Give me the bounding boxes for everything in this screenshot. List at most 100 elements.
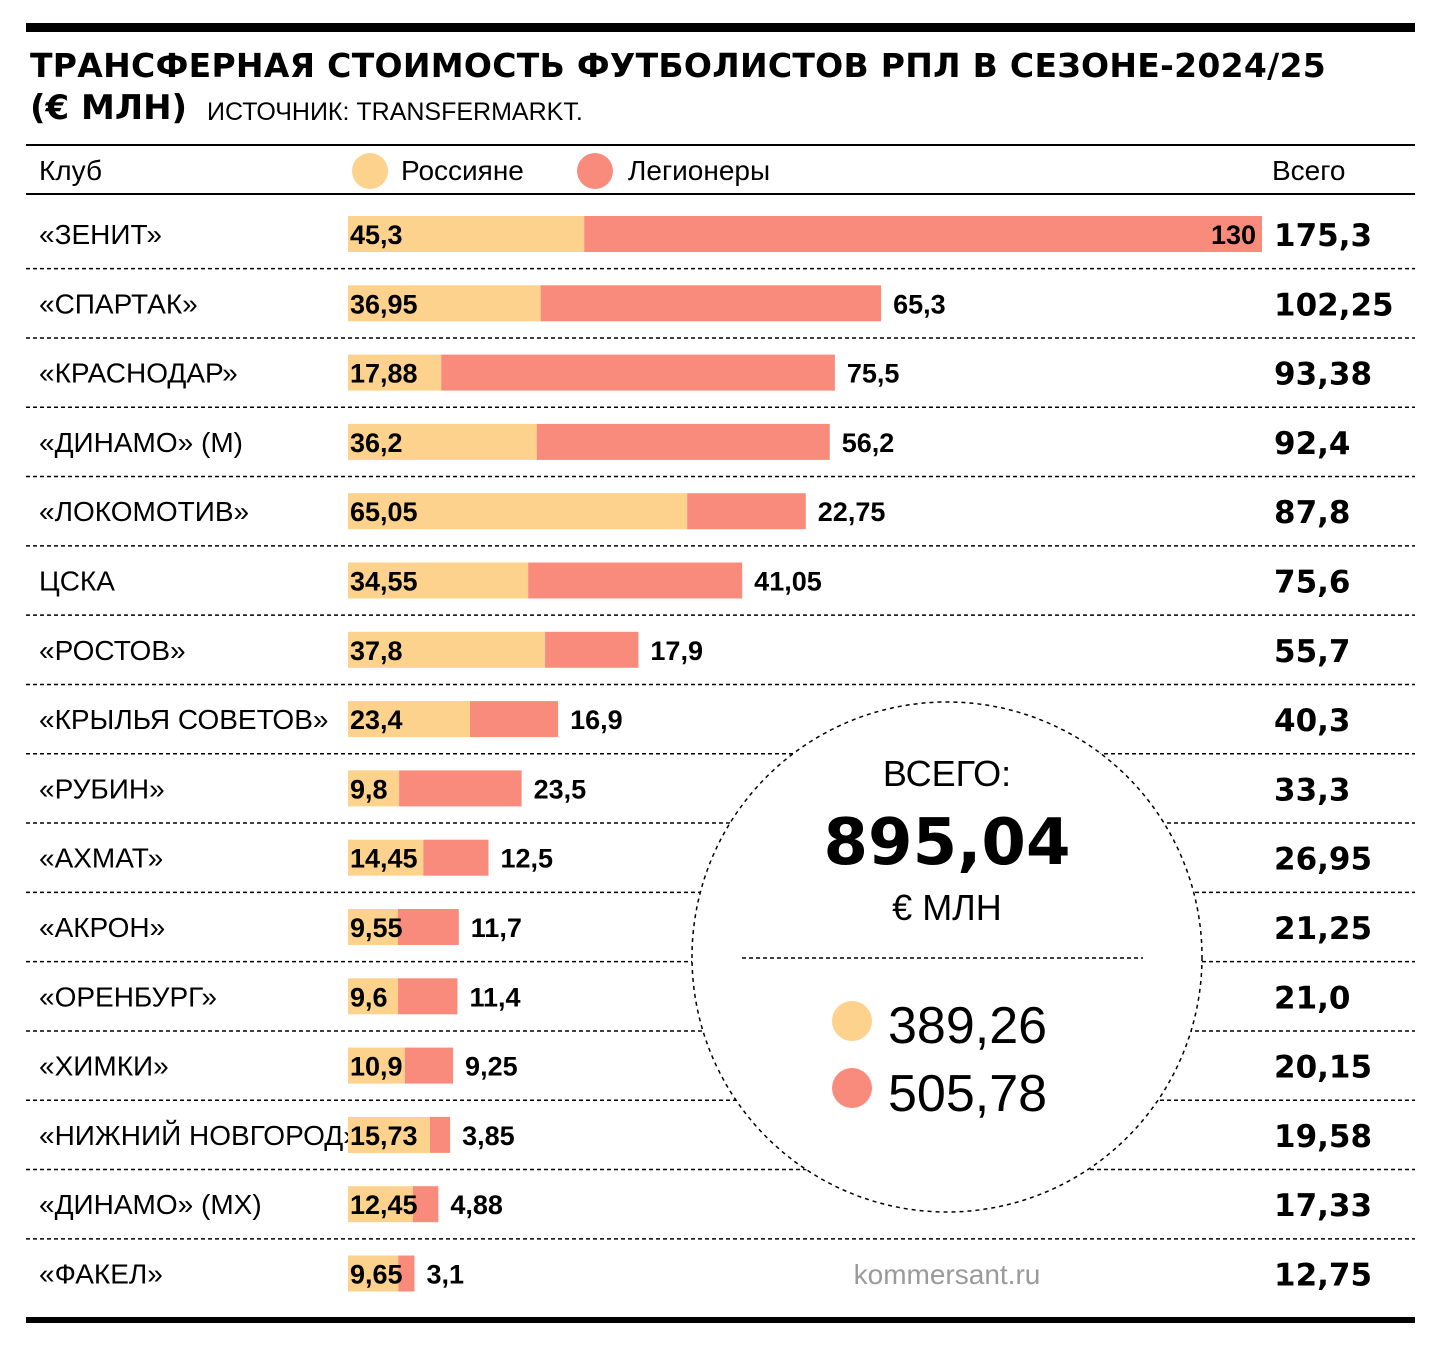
- bar-legionnaires: [423, 839, 489, 876]
- bar-russians-label: 9,65: [350, 1260, 403, 1290]
- table-row: «РУБИН» 9,8 23,5 33,3: [26, 770, 1415, 824]
- bar-legionnaires: [404, 1047, 454, 1084]
- bar-legionnaires-label: 9,25: [465, 1052, 518, 1082]
- column-header-rule: [26, 193, 1415, 195]
- row-total-label: 33,3: [1274, 772, 1351, 808]
- bar-legionnaires-label: 56,2: [842, 428, 895, 458]
- summary-unit: € МЛН: [892, 887, 1002, 928]
- club-name-label: «АКРОН»: [39, 912, 165, 943]
- row-total-label: 93,38: [1274, 357, 1372, 393]
- bar-russians: [348, 285, 541, 322]
- chart-unit: (€ МЛН): [30, 88, 188, 128]
- bar-legionnaires-label: 16,9: [570, 705, 623, 735]
- club-name-label: «ФАКЕЛ»: [39, 1259, 163, 1290]
- bar-russians-label: 36,2: [350, 428, 403, 458]
- table-row: «РОСТОВ» 37,8 17,9 55,7: [26, 631, 1415, 686]
- club-name-label: «ДИНАМО» (М): [39, 427, 243, 458]
- summary-dot-legionnaires: [832, 1068, 872, 1108]
- club-name-label: «ДИНАМО» (МХ): [39, 1189, 262, 1220]
- bar-russians: [348, 909, 398, 945]
- table-row: «ФАКЕЛ» 9,65 3,1 12,75: [39, 1255, 1372, 1294]
- summary-label: ВСЕГО:: [883, 753, 1011, 794]
- row-total-label: 87,8: [1274, 495, 1351, 531]
- club-name-label: «КРЫЛЬЯ СОВЕТОВ»: [39, 704, 328, 735]
- table-row: «КРЫЛЬЯ СОВЕТОВ» 23,4 16,9 40,3: [26, 701, 1415, 755]
- bar-russians-label: 37,8: [350, 636, 403, 666]
- club-name-label: «ОРЕНБУРГ»: [39, 981, 217, 1012]
- bar-russians-label: 65,05: [350, 497, 418, 527]
- bar-legionnaires: [398, 1255, 415, 1292]
- bar-legionnaires: [430, 1116, 451, 1153]
- row-total-label: 26,95: [1274, 842, 1372, 878]
- bar-russians: [348, 978, 399, 1015]
- club-name-label: «НИЖНИЙ НОВГОРОД»: [39, 1120, 359, 1151]
- bar-legionnaires-label: 12,5: [501, 844, 554, 874]
- chart-source: ИСТОЧНИК: TRANSFERMARKT.: [207, 98, 583, 126]
- bar-russians-label: 12,45: [350, 1190, 418, 1220]
- bar-legionnaires-label: 75,5: [847, 359, 900, 389]
- chart-title: ТРАНСФЕРНАЯ СТОИМОСТЬ ФУТБОЛИСТОВ РПЛ В …: [30, 46, 1327, 85]
- table-row: «АКРОН» 9,55 11,7 21,25: [26, 909, 1415, 963]
- bar-russians: [348, 493, 688, 530]
- bar-russians-label: 9,8: [350, 774, 388, 804]
- bar-legionnaires-label: 3,1: [426, 1260, 464, 1290]
- bar-russians: [348, 1047, 405, 1084]
- bar-russians-label: 15,73: [350, 1121, 418, 1151]
- row-total-label: 19,58: [1274, 1119, 1372, 1155]
- summary-total-value: 895,04: [824, 806, 1071, 880]
- top-rule: [26, 23, 1415, 32]
- bar-legionnaires-label: 3,85: [462, 1121, 515, 1151]
- bar-russians: [348, 839, 424, 876]
- row-total-label: 40,3: [1274, 703, 1351, 739]
- table-row: «СПАРТАК» 36,95 65,3 102,25: [26, 285, 1415, 339]
- bottom-rule: [26, 1317, 1415, 1323]
- bar-legionnaires-label: 11,4: [469, 982, 520, 1012]
- club-name-label: «КРАСНОДАР»: [39, 358, 238, 389]
- bar-russians: [348, 216, 585, 252]
- bar-legionnaires: [545, 631, 639, 668]
- bar-russians: [348, 1116, 431, 1153]
- column-header-club: Клуб: [39, 155, 102, 186]
- club-name-label: «СПАРТАК»: [39, 288, 198, 319]
- bar-russians-label: 10,9: [350, 1052, 403, 1082]
- club-name-label: «ХИМКИ»: [39, 1051, 169, 1082]
- bar-legionnaires: [399, 770, 522, 807]
- header-rule: [26, 144, 1415, 146]
- club-name-label: «ЗЕНИТ»: [39, 219, 162, 250]
- row-total-label: 12,75: [1274, 1258, 1372, 1294]
- summary-dot-russians: [832, 1001, 872, 1041]
- bar-russians: [348, 423, 537, 460]
- club-name-label: «РОСТОВ»: [39, 635, 186, 666]
- bar-legionnaires: [398, 978, 458, 1015]
- bar-russians-label: 9,6: [350, 982, 388, 1012]
- legend-label-legionnaires: Легионеры: [628, 155, 771, 186]
- bar-russians-label: 17,88: [350, 359, 418, 389]
- table-row: «ОРЕНБУРГ» 9,6 11,4 21,0: [26, 978, 1415, 1032]
- bar-legionnaires-label: 17,9: [650, 636, 703, 666]
- bar-russians-label: 36,95: [350, 289, 418, 319]
- table-row: «КРАСНОДАР» 17,88 75,5 93,38: [26, 354, 1415, 408]
- table-row: «НИЖНИЙ НОВГОРОД»15,73 3,85 19,58: [26, 1116, 1415, 1171]
- row-total-label: 75,6: [1274, 565, 1351, 601]
- bar-legionnaires-label: 130: [1211, 220, 1256, 250]
- row-total-label: 175,3: [1274, 218, 1372, 254]
- bar-legionnaires-label: 11,7: [471, 913, 522, 943]
- bar-legionnaires: [412, 1186, 439, 1223]
- legend-dot-legionnaires: [577, 153, 613, 189]
- bar-russians: [348, 562, 529, 599]
- bar-legionnaires: [584, 216, 1262, 252]
- bar-legionnaires-label: 65,3: [893, 289, 946, 319]
- summary-legionnaires-value: 505,78: [888, 1065, 1047, 1123]
- row-total-label: 17,33: [1274, 1188, 1372, 1224]
- table-row: «ХИМКИ» 10,9 9,25 20,15: [26, 1047, 1415, 1101]
- table-row: «ДИНАМО» (М) 36,2 56,2 92,4: [26, 423, 1415, 478]
- column-header-total: Всего: [1272, 155, 1346, 186]
- row-total-label: 21,0: [1274, 980, 1351, 1016]
- table-row: ЦСКА 34,55 41,05 75,6: [26, 562, 1415, 616]
- bar-legionnaires: [536, 423, 830, 460]
- bar-legionnaires: [397, 909, 459, 945]
- summary-circle-group: ВСЕГО: 895,04 € МЛН 389,26 505,78: [691, 701, 1203, 1213]
- summary-russians-value: 389,26: [888, 997, 1047, 1055]
- bar-legionnaires: [687, 493, 806, 530]
